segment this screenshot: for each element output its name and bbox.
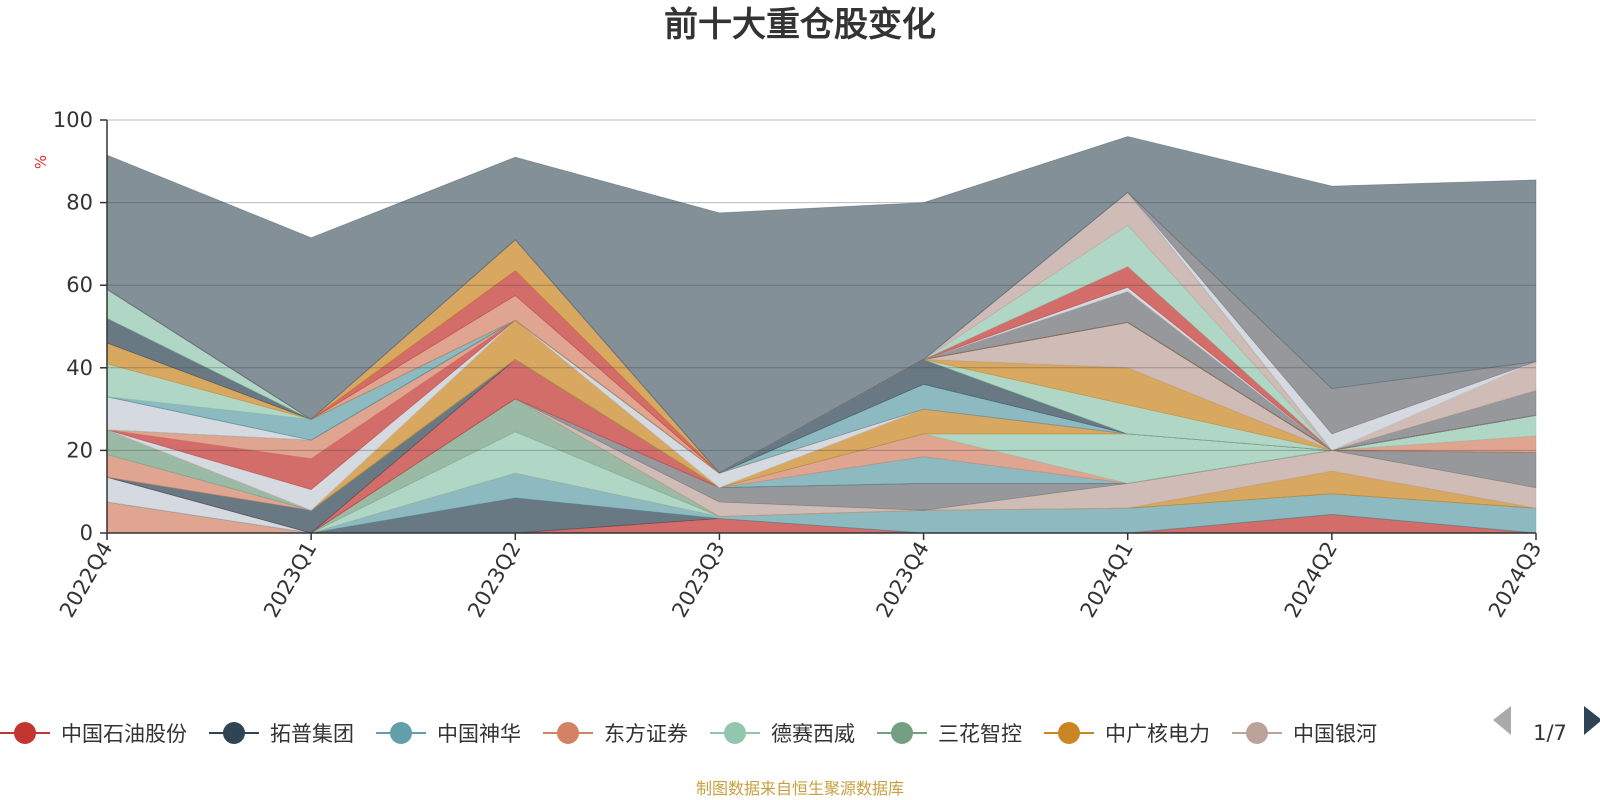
y-axis: 0 20 40 60 80 100 bbox=[53, 108, 108, 545]
legend-pager: 1/7 bbox=[1493, 706, 1600, 745]
chart-title: 前十大重仓股变化 bbox=[664, 5, 936, 45]
area-layers bbox=[106, 136, 1537, 534]
y-tick-label: 20 bbox=[66, 438, 93, 462]
legend-item[interactable]: 中国石油股份 bbox=[0, 722, 187, 746]
legend-item[interactable]: 中广核电力 bbox=[1044, 722, 1210, 746]
legend-next-icon[interactable] bbox=[1584, 706, 1600, 735]
legend-marker-icon bbox=[557, 722, 579, 744]
x-tick-label: 2022Q4 bbox=[55, 538, 117, 622]
y-tick-label: 0 bbox=[80, 521, 93, 545]
x-tick-label: 2023Q2 bbox=[463, 538, 525, 622]
legend-label: 拓普集团 bbox=[270, 722, 354, 746]
legend-label: 中国神华 bbox=[437, 722, 521, 746]
legend-marker-icon bbox=[724, 722, 746, 744]
x-tick-label: 2024Q3 bbox=[1484, 538, 1546, 622]
y-tick-label: 100 bbox=[53, 108, 93, 132]
legend-item[interactable]: 三花智控 bbox=[877, 722, 1022, 746]
legend-label: 德赛西威 bbox=[771, 722, 855, 746]
legend-marker-icon bbox=[223, 722, 245, 744]
x-tick-label: 2023Q3 bbox=[667, 538, 729, 622]
legend-item[interactable]: 中国银河 bbox=[1232, 722, 1377, 746]
gridlines bbox=[107, 119, 1536, 451]
legend-marker-icon bbox=[390, 722, 412, 744]
data-source-note: 制图数据来自恒生聚源数据库 bbox=[696, 779, 904, 798]
legend-label: 中国石油股份 bbox=[61, 722, 187, 746]
legend-marker-icon bbox=[14, 722, 36, 744]
legend-item[interactable]: 东方证券 bbox=[543, 722, 688, 746]
legend-item[interactable]: 拓普集团 bbox=[209, 722, 354, 746]
legend-label: 中广核电力 bbox=[1105, 722, 1210, 746]
x-axis: 2022Q4 2023Q1 2023Q2 2023Q3 2023Q4 2024Q1 2024… bbox=[55, 532, 1546, 622]
y-tick-label: 60 bbox=[66, 273, 93, 297]
legend-marker-icon bbox=[891, 722, 913, 744]
legend-prev-icon[interactable] bbox=[1493, 706, 1511, 735]
x-tick-label: 2023Q4 bbox=[871, 538, 933, 622]
area-series-46 bbox=[106, 136, 1537, 474]
legend: 中国石油股份 拓普集团 中国神华 东方证券 德赛西威 三花智控 中广核电力 中国银河 bbox=[0, 722, 1377, 746]
x-tick-label: 2023Q1 bbox=[259, 538, 321, 622]
x-tick-label: 2024Q1 bbox=[1076, 538, 1138, 622]
legend-marker-icon bbox=[1246, 722, 1268, 744]
x-tick-label: 2024Q2 bbox=[1280, 538, 1342, 622]
y-tick-label: 80 bbox=[66, 191, 93, 215]
legend-page-indicator: 1/7 bbox=[1533, 721, 1567, 745]
legend-marker-icon bbox=[1058, 722, 1080, 744]
y-axis-unit: % bbox=[32, 155, 50, 169]
legend-label: 中国银河 bbox=[1293, 722, 1377, 746]
legend-label: 三花智控 bbox=[938, 722, 1022, 746]
legend-item[interactable]: 中国神华 bbox=[376, 722, 521, 746]
y-tick-label: 40 bbox=[66, 356, 93, 380]
legend-item[interactable]: 德赛西威 bbox=[710, 722, 855, 746]
legend-label: 东方证券 bbox=[604, 722, 688, 746]
